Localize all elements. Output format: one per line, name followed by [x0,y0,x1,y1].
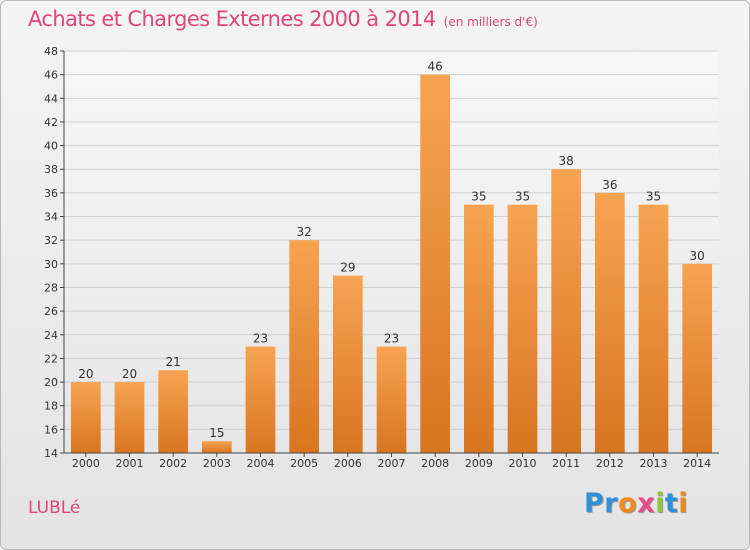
y-tick-label: 34 [44,211,58,224]
x-tick-label: 2003 [203,457,231,470]
bar [201,441,232,453]
bar [70,382,101,453]
y-tick-label: 42 [44,116,58,129]
y-tick-label: 40 [44,140,58,153]
y-tick-label: 24 [44,329,58,342]
x-tick-label: 2008 [421,457,449,470]
bar [638,204,669,453]
bar [114,382,145,453]
data-label: 23 [253,332,268,346]
data-label: 32 [297,225,312,239]
y-tick-label: 30 [44,258,58,271]
bar [376,346,407,453]
data-label: 36 [602,178,617,192]
data-label: 30 [690,249,705,263]
y-tick-label: 32 [44,234,58,247]
bar [682,263,713,453]
data-label: 15 [209,426,224,440]
data-label: 21 [166,355,181,369]
bar [594,192,625,453]
x-tick-label: 2001 [116,457,144,470]
data-label: 35 [646,190,661,204]
x-tick-label: 2014 [683,457,711,470]
chart-title-text: Achats et Charges Externes 2000 à 2014 [28,7,436,31]
logo-letter: o [618,488,638,519]
y-tick-label: 48 [44,45,58,58]
chart-subtitle: (en milliers d'€) [443,15,538,29]
data-label: 20 [78,367,93,381]
y-tick-label: 14 [44,447,58,460]
bars [70,74,713,453]
data-label: 38 [559,154,574,168]
logo-letter: i [678,488,689,519]
logo-letter: P [584,488,605,519]
bar [289,240,320,453]
x-tick-label: 2000 [72,457,100,470]
data-label: 35 [471,190,486,204]
bar [463,204,494,453]
y-tick-label: 18 [44,400,58,413]
bar [551,169,582,453]
axes: 14 16 18 20 22 24 26 28 30 32 34 36 38 40 42 44 46 48 2000… [44,45,719,470]
logo-letter: r [604,488,619,519]
x-tick-label: 2013 [640,457,668,470]
bar [245,346,276,453]
y-tick-label: 38 [44,163,58,176]
y-tick-label: 46 [44,69,58,82]
bar [158,370,189,453]
bar [332,275,363,453]
data-label: 29 [340,261,355,275]
logo-letter: i [655,488,665,519]
y-tick-label: 28 [44,281,58,294]
x-tick-label: 2004 [247,457,275,470]
bar [507,204,538,453]
x-tick-label: 2005 [290,457,318,470]
logo-letter: x [637,488,656,519]
x-tick-label: 2010 [509,457,537,470]
commune-name: LUBLé [28,498,81,518]
y-tick-label: 16 [44,423,58,436]
x-tick-label: 2009 [465,457,493,470]
x-tick-label: 2012 [596,457,624,470]
x-tick-label: 2002 [159,457,187,470]
data-label: 46 [428,60,443,74]
data-label: 20 [122,367,137,381]
x-tick-label: 2007 [378,457,406,470]
x-tick-label: 2011 [552,457,580,470]
chart-title: Achats et Charges Externes 2000 à 2014 (e… [28,7,538,31]
y-tick-label: 36 [44,187,58,200]
y-tick-label: 20 [44,376,58,389]
data-labels: 20 20 21 15 23 32 29 23 46 35 35 38 36 35 30 [78,60,705,441]
bar [420,74,451,453]
x-tick-label: 2006 [334,457,362,470]
y-tick-label: 22 [44,352,58,365]
data-label: 35 [515,190,530,204]
proxiti-logo[interactable]: Proxiti [584,488,688,519]
y-tick-label: 44 [44,92,58,105]
data-label: 23 [384,332,399,346]
y-tick-label: 26 [44,305,58,318]
logo-letter: t [664,488,679,519]
